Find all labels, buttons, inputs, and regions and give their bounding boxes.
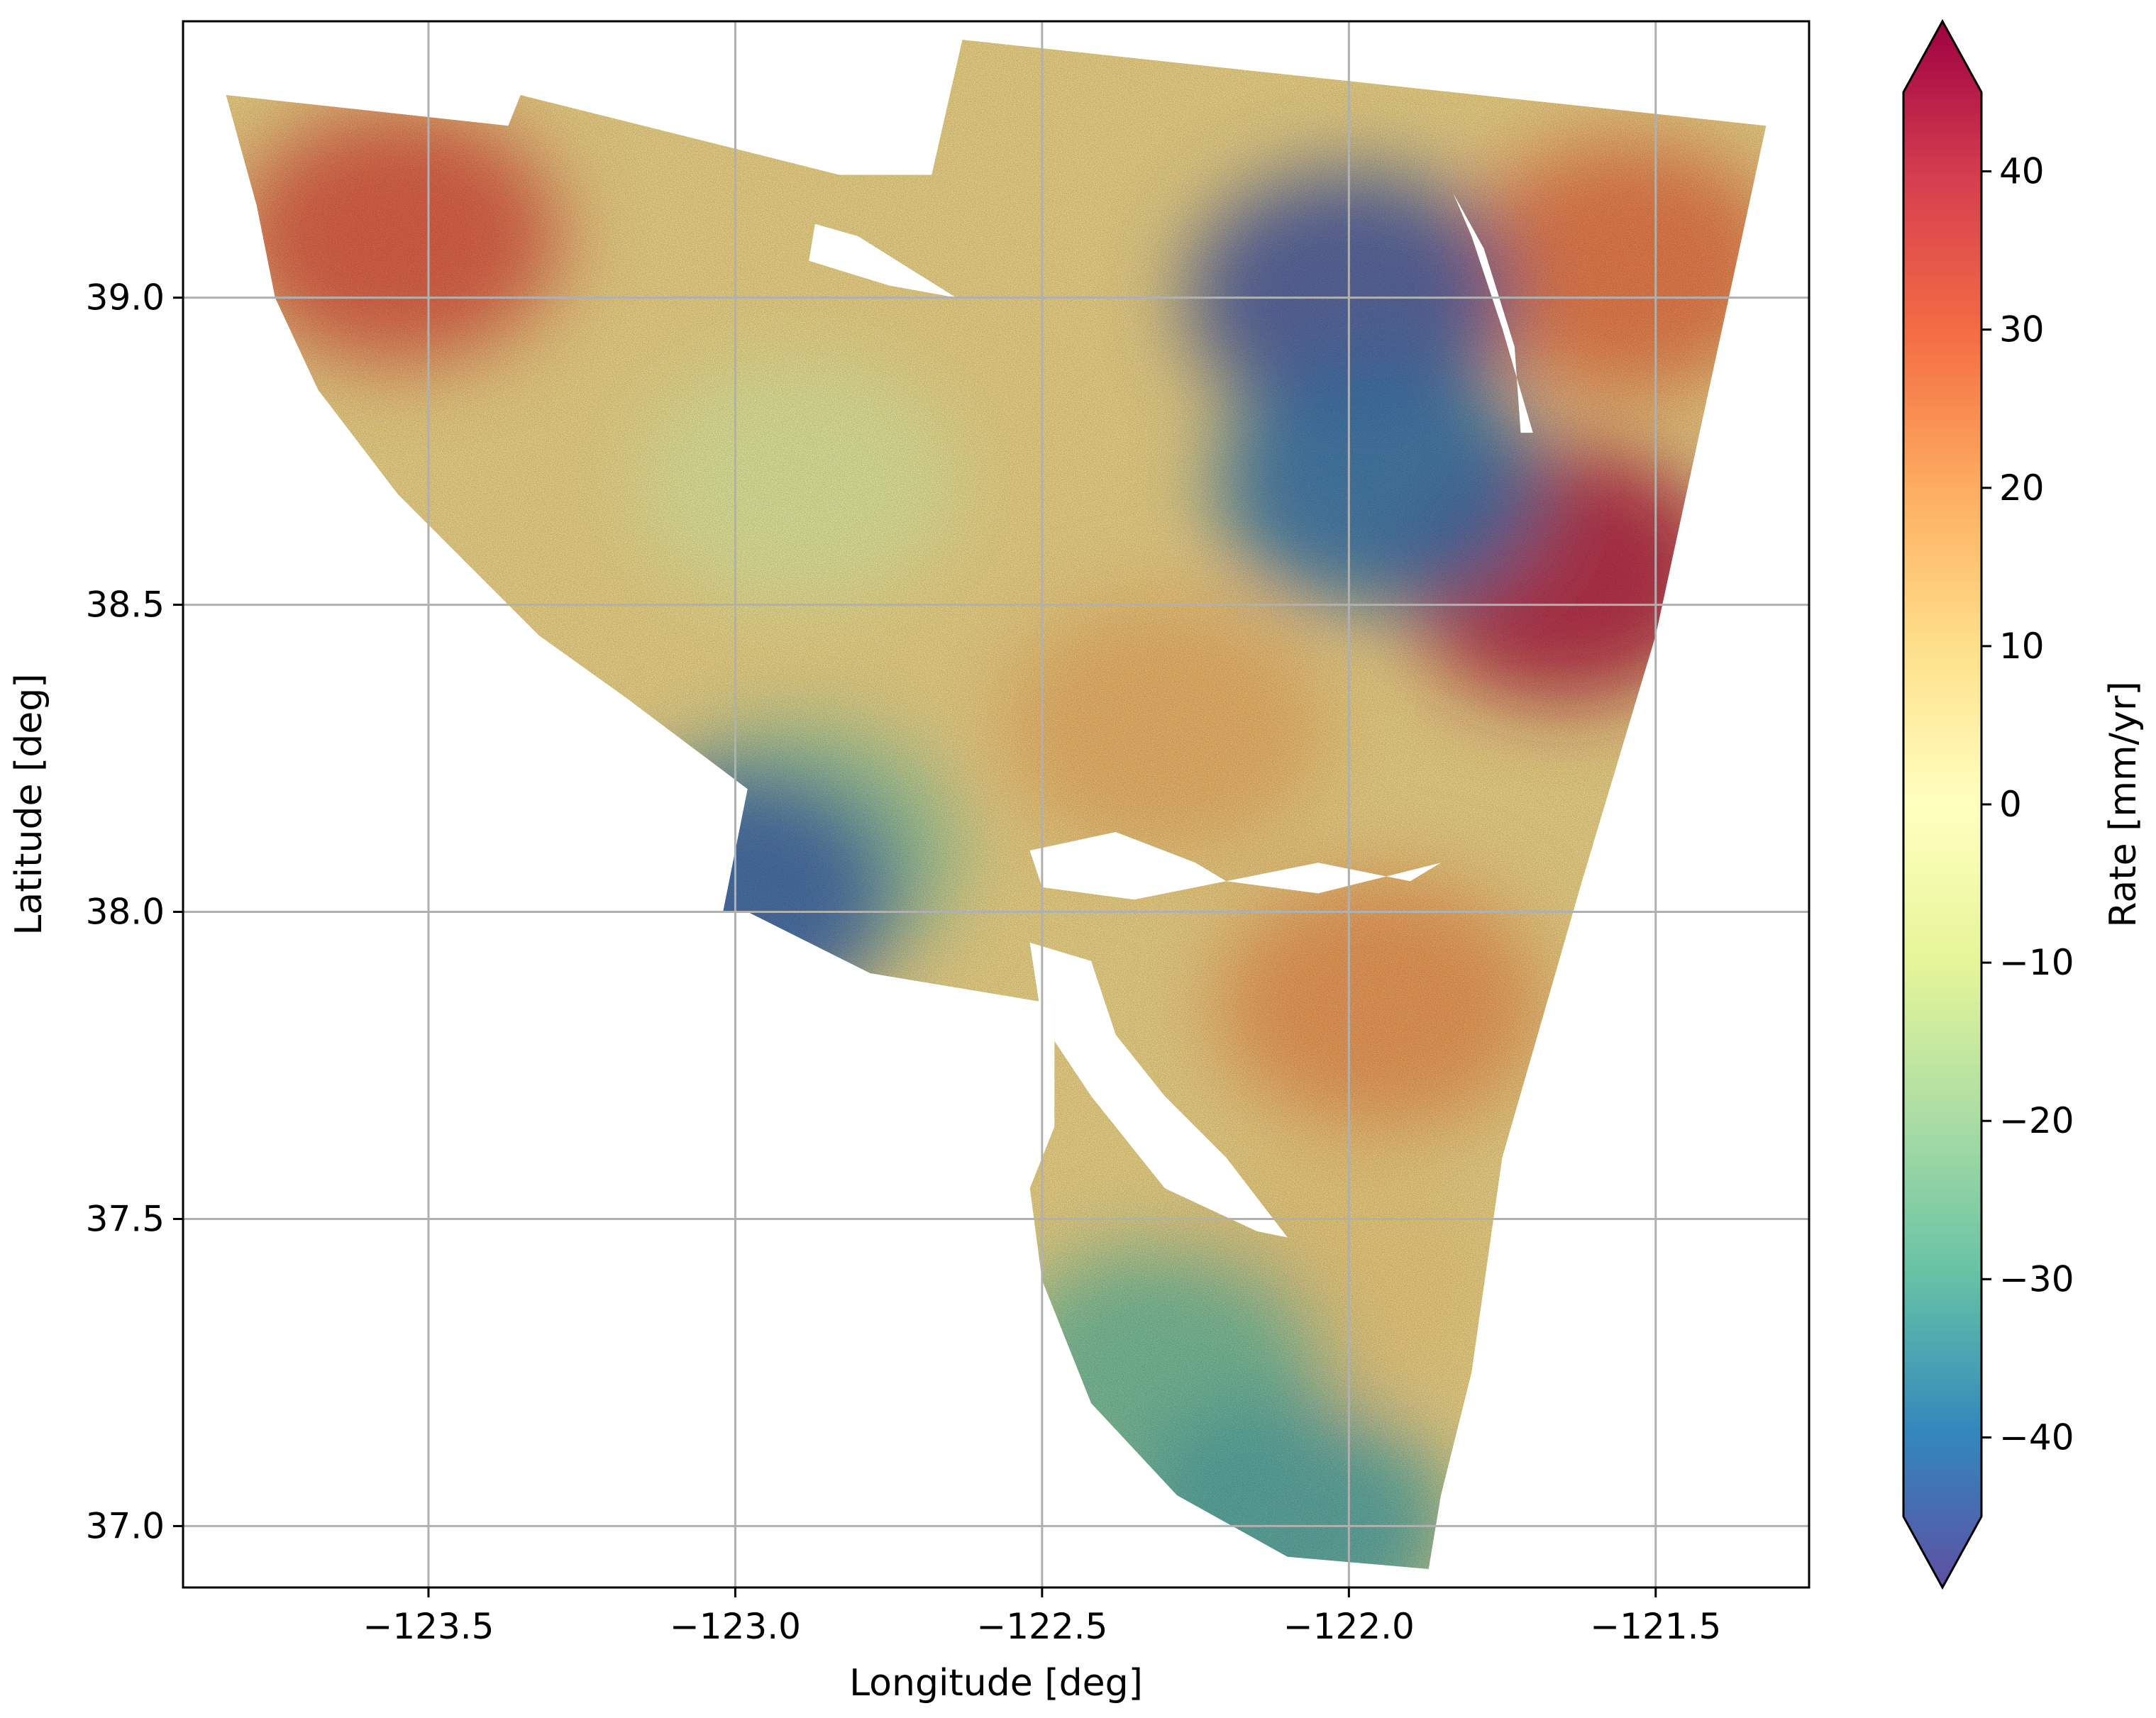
plot-frame <box>182 20 1811 1589</box>
colorbar-tick-label: −40 <box>1999 1417 2074 1458</box>
y-tick-label: 38.0 <box>86 892 165 933</box>
colorbar: −40 −30 −20 −10 0 10 20 30 40 Rate [mm/yr] <box>1902 18 2145 1590</box>
colorbar-body <box>1902 18 1983 1590</box>
colorbar-tick-label: −30 <box>1999 1258 2074 1299</box>
no-data-area <box>1453 193 1533 433</box>
colorbar-tick-label: 30 <box>1999 309 2045 350</box>
x-tick-label: −123.5 <box>363 1606 494 1647</box>
y-tick-label: 37.5 <box>86 1198 165 1239</box>
y-axis: 37.0 37.5 38.0 38.5 39.0 <box>86 277 183 1546</box>
x-tick-label: −122.5 <box>976 1606 1107 1647</box>
colorbar-tick-label: 40 <box>1999 151 2045 192</box>
no-data-area <box>1029 831 1227 900</box>
x-axis: −123.5 −123.0 −122.5 −122.0 −121.5 <box>363 1587 1721 1647</box>
no-data-area <box>1226 863 1442 894</box>
colorbar-ticks: −40 −30 −20 −10 0 10 20 30 40 <box>1981 151 2074 1458</box>
speckle-texture <box>226 39 1767 1570</box>
x-tick-label: −121.5 <box>1590 1606 1721 1647</box>
colorbar-tick-label: 10 <box>1999 626 2045 667</box>
y-tick-label: 37.0 <box>86 1505 165 1546</box>
y-tick-label: 39.0 <box>86 277 165 318</box>
colorbar-tick-label: 0 <box>1999 784 2022 825</box>
colorbar-tick-label: 20 <box>1999 467 2045 509</box>
x-tick-label: −122.0 <box>1283 1606 1415 1647</box>
colorbar-tick-label: −10 <box>1999 942 2074 983</box>
x-axis-title: Longitude [deg] <box>849 1662 1143 1705</box>
y-tick-label: 38.5 <box>86 584 165 626</box>
colorbar-tick-label: −20 <box>1999 1100 2074 1141</box>
colorbar-title: Rate [mm/yr] <box>2102 681 2145 927</box>
y-axis-title: Latitude [deg] <box>8 673 50 935</box>
no-data-area <box>809 223 956 298</box>
no-data-area <box>1029 942 1349 1250</box>
x-tick-label: −123.0 <box>670 1606 801 1647</box>
grid-lines <box>183 21 1809 1587</box>
